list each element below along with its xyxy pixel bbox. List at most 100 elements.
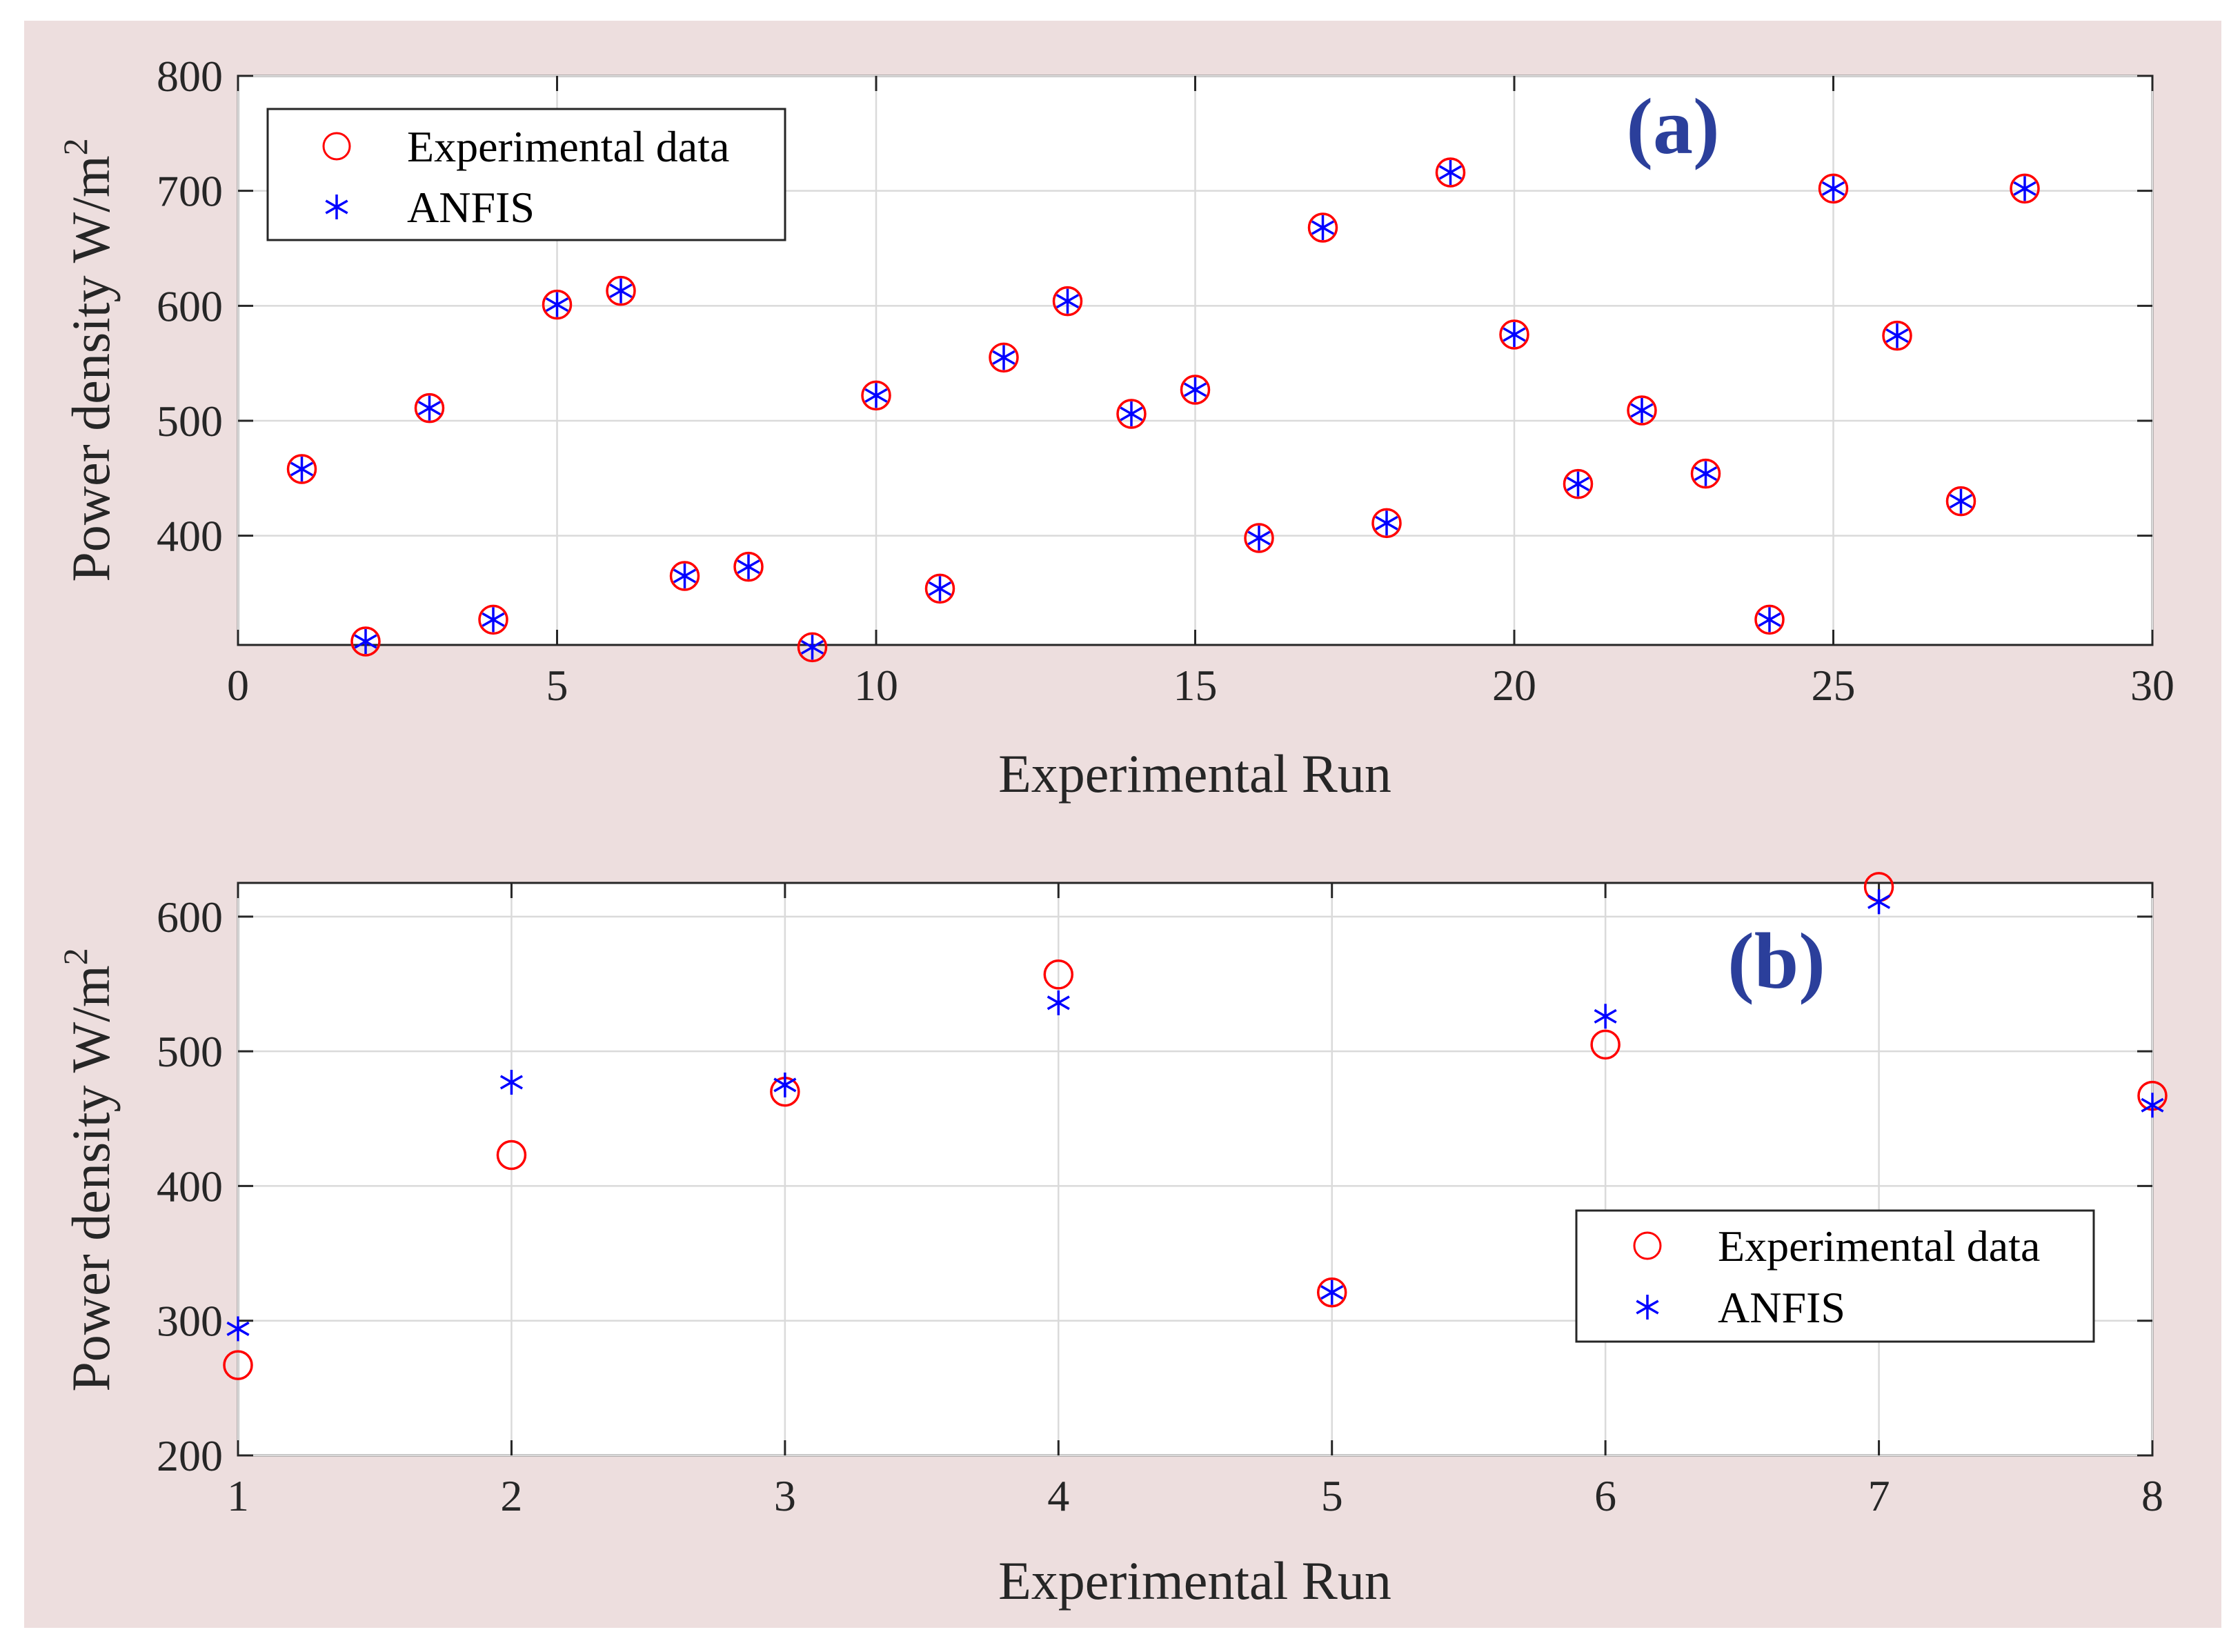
x-tick-label: 25 — [1812, 661, 1856, 710]
anfis-data-point — [800, 635, 824, 660]
experimental-data-point — [1945, 486, 1976, 517]
experimental-data-point — [223, 1350, 253, 1380]
anfis-data-point — [1183, 377, 1207, 402]
experimental-data-point — [496, 1140, 527, 1171]
panel-b-legend: Experimental data ANFIS — [1575, 1209, 2095, 1343]
panel-a-y-ticks: 400 500 600 700 800 — [157, 52, 2152, 561]
experimental-data-point — [350, 626, 381, 657]
panel-a-x-axis-label: Experimental Run — [998, 744, 1391, 804]
experimental-data-point — [924, 573, 955, 604]
anfis-data-point — [1320, 1280, 1344, 1305]
y-tick-label: 800 — [157, 52, 223, 101]
anfis-data-point — [1821, 176, 1845, 201]
x-tick-label: 4 — [1047, 1471, 1069, 1520]
circle-marker-icon — [1633, 1231, 1662, 1260]
anfis-data-point — [417, 395, 442, 421]
asterisk-marker-icon — [1636, 1295, 1659, 1320]
y-tick-label: 400 — [157, 1162, 223, 1211]
experimental-data-point — [733, 551, 764, 582]
experimental-data-point — [1371, 508, 1402, 539]
panel-b-y-axis-label-main: Power density W/m — [61, 965, 121, 1391]
experimental-data-point — [414, 392, 445, 424]
anfis-data-point — [226, 1316, 250, 1342]
experimental-data-point — [1563, 468, 1594, 499]
anfis-data-point — [2013, 176, 2036, 201]
x-tick-label: 20 — [1492, 661, 1536, 710]
anfis-data-point — [737, 554, 760, 579]
experimental-data-point — [669, 561, 700, 591]
anfis-data-point — [1566, 471, 1590, 497]
experimental-data-point — [2010, 173, 2040, 204]
anfis-data-point — [1949, 488, 1973, 514]
y-tick-label: 700 — [157, 167, 223, 216]
x-tick-label: 0 — [227, 661, 249, 710]
panel-b-data-marks — [223, 872, 2168, 1380]
x-tick-label: 10 — [854, 661, 898, 710]
panel-b-y-axis-label-superscript: 2 — [56, 948, 95, 965]
experimental-data-point — [861, 380, 891, 411]
anfis-data-point — [545, 292, 569, 317]
panel-a-data-marks — [286, 157, 2040, 663]
panel-a-x-ticks: 0 5 10 15 20 25 30 — [227, 76, 2174, 710]
anfis-data-point — [609, 278, 633, 303]
panel-b-x-axis-label: Experimental Run — [998, 1551, 1391, 1611]
x-tick-label: 2 — [500, 1471, 522, 1520]
y-tick-label: 500 — [157, 397, 223, 446]
panel-a-y-axis-label-main: Power density W/m — [61, 155, 121, 581]
anfis-data-point — [1047, 990, 1070, 1015]
anfis-data-point — [1867, 889, 1891, 915]
x-tick-label: 30 — [2130, 661, 2174, 710]
anfis-data-point — [1503, 322, 1526, 347]
panel-a-tag: (a) — [1626, 83, 1719, 171]
experimental-data-point — [1627, 395, 1657, 426]
experimental-data-point — [797, 632, 828, 663]
experimental-data-point — [1180, 375, 1211, 405]
experimental-data-point — [1690, 458, 1721, 489]
anfis-data-point — [1885, 323, 1909, 348]
panel-a-legend-label-anfis: ANFIS — [407, 183, 535, 232]
x-tick-label: 15 — [1173, 661, 1218, 710]
panel-a-y-axis-label-superscript: 2 — [56, 138, 95, 155]
panel-b-y-axis-label: Power density W/m2 — [56, 948, 121, 1391]
x-tick-label: 5 — [546, 661, 568, 710]
panel-a-y-axis-label: Power density W/m2 — [56, 138, 121, 581]
panel-a-legend-box — [266, 108, 786, 241]
experimental-data-point — [606, 275, 636, 306]
anfis-data-point — [673, 564, 697, 588]
experimental-data-point — [1043, 959, 1074, 990]
panel-a-legend: Experimental data ANFIS — [266, 108, 786, 241]
experimental-data-point — [1316, 1277, 1347, 1308]
y-tick-label: 400 — [157, 512, 223, 561]
anfis-data-point — [1311, 215, 1335, 240]
anfis-data-point — [1375, 510, 1398, 536]
x-tick-label: 3 — [774, 1471, 796, 1520]
experimental-data-point — [1818, 173, 1849, 204]
y-tick-label: 300 — [157, 1297, 223, 1346]
anfis-data-point — [499, 1070, 523, 1095]
experimental-data-point — [1882, 320, 1912, 351]
anfis-data-point — [864, 383, 888, 408]
anfis-data-point — [992, 345, 1015, 370]
panel-b-chart: 1 2 3 4 5 6 7 8 200 300 400 500 600 Experimental Ru… — [56, 872, 2168, 1611]
panel-b-tag: (b) — [1727, 917, 1825, 1006]
experimental-data-point — [1499, 319, 1529, 350]
anfis-data-point — [928, 576, 952, 601]
y-tick-label: 600 — [157, 281, 223, 330]
anfis-data-point — [290, 457, 314, 481]
experimental-data-point — [1052, 286, 1083, 317]
circle-marker-icon — [322, 132, 351, 161]
y-tick-label: 500 — [157, 1027, 223, 1076]
anfis-data-point — [354, 629, 377, 654]
panel-b-legend-label-anfis: ANFIS — [1718, 1283, 1845, 1332]
panel-b-plot-area — [237, 882, 2154, 1457]
experimental-data-point — [1435, 157, 1466, 188]
panel-b-legend-label-experimental: Experimental data — [1718, 1222, 2040, 1271]
experimental-data-point — [1244, 523, 1274, 553]
anfis-data-point — [773, 1072, 797, 1097]
experimental-data-point — [542, 289, 573, 320]
anfis-data-point — [1438, 160, 1463, 185]
anfis-data-point — [2141, 1093, 2164, 1118]
experimental-data-point — [1307, 212, 1338, 243]
anfis-data-point — [1694, 461, 1718, 486]
anfis-data-point — [1594, 1004, 1617, 1029]
